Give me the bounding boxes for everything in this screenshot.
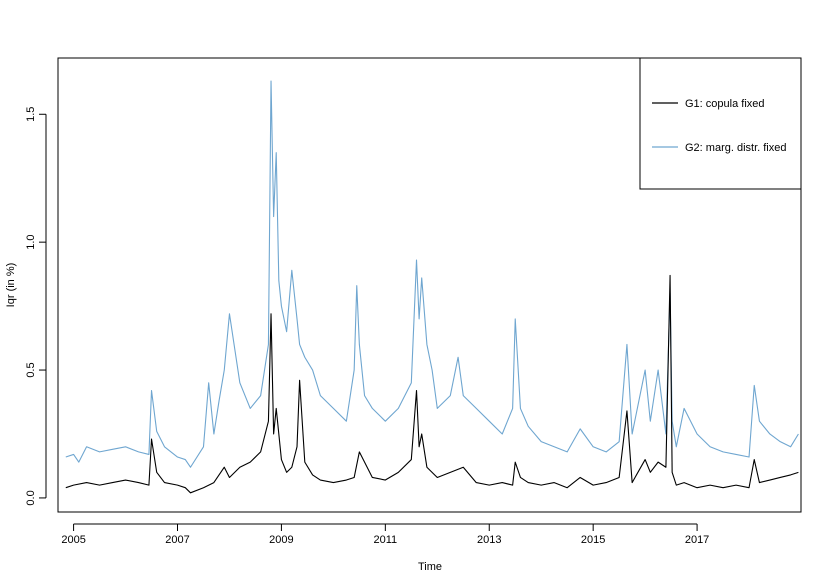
legend-label-g2: G2: marg. distr. fixed: [685, 142, 786, 154]
series-line-g1: [65, 274, 799, 494]
x-tick-label: 2017: [685, 534, 709, 546]
x-tick-label: 2011: [374, 534, 398, 546]
plot-frame: [57, 57, 802, 513]
series-layer: [65, 80, 799, 494]
x-axis: 2005 2007 2009 2011 2013 2015 2017: [61, 523, 709, 546]
x-tick-label: 2015: [581, 534, 605, 546]
legend-box: [639, 57, 802, 190]
y-tick-label: 0.0: [25, 490, 37, 505]
x-tick-label: 2013: [477, 534, 501, 546]
y-axis-title: Iqr (in %): [5, 263, 17, 308]
x-tick-label: 2009: [269, 534, 293, 546]
legend-label-g1: G1: copula fixed: [685, 98, 765, 110]
series-line-g2: [65, 80, 799, 468]
x-tick-label: 2007: [165, 534, 189, 546]
x-axis-title: Time: [418, 561, 442, 573]
y-tick-label: 1.0: [25, 235, 37, 250]
y-tick-label: 0.5: [25, 362, 37, 377]
legend: G1: copula fixed G2: marg. distr. fixed: [639, 57, 802, 190]
y-axis: 0.0 0.5 1.0 1.5: [25, 107, 47, 506]
y-tick-label: 1.5: [25, 107, 37, 122]
x-tick-label: 2005: [61, 534, 85, 546]
